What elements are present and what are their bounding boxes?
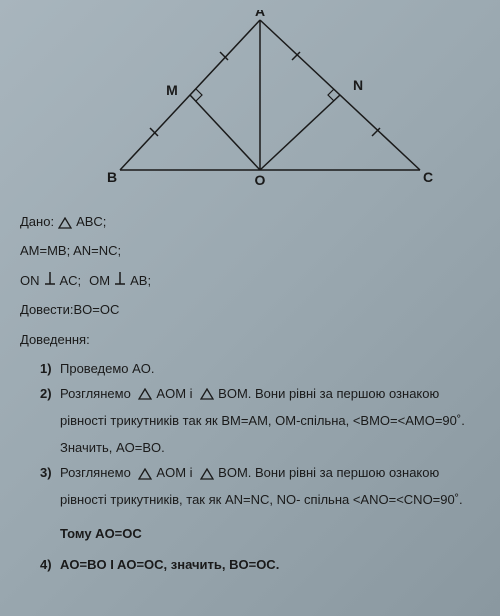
perp-right-1: AC; (60, 269, 82, 292)
prove-label: Довести:BO=OC (20, 298, 119, 321)
proof-label: Доведення: (20, 328, 90, 351)
step2-part-a: Розглянемо (60, 386, 134, 401)
given-row-3: ON AC; OM AB; (20, 269, 480, 292)
step-text: Розглянемо AOM і BOM. Вони рівні за перш… (60, 463, 480, 484)
prove-row: Довести:BO=OC (20, 298, 480, 321)
svg-text:M: M (166, 82, 178, 98)
step2-tri2: BOM. Вони рівні за першою ознакою (218, 386, 439, 401)
step-number: 1) (40, 359, 60, 380)
perpendicular-icon (114, 269, 126, 292)
step3-tri2: BOM. Вони рівні за першою ознакою (218, 465, 439, 480)
given-row-2: AM=MB; AN=NC; (20, 239, 480, 262)
step-number: 2) (40, 384, 60, 405)
step-text: AO=BO I AO=OC, значить, BO=OC. (60, 555, 480, 576)
step3-part-a: Розглянемо (60, 465, 134, 480)
svg-text:N: N (353, 77, 363, 93)
perpendicular-icon (44, 269, 56, 292)
proof-step-2: 2) Розглянемо AOM і BOM. Вони рівні за п… (40, 384, 480, 405)
given-row-1: Дано: ABC; (20, 210, 480, 233)
svg-text:B: B (107, 169, 117, 185)
step2-line3: Значить, AO=BO. (40, 436, 480, 459)
step-number: 3) (40, 463, 60, 484)
given-triangle-name: ABC; (76, 210, 106, 233)
svg-text:O: O (255, 172, 266, 188)
step-text: Проведемо AO. (60, 359, 480, 380)
perp-right-2: AB; (130, 269, 151, 292)
step2-tri1: AOM і (156, 386, 196, 401)
triangle-icon (138, 463, 152, 484)
step3-line2: рівності трикутників, так як AN=NC, NO- … (40, 488, 480, 511)
svg-text:A: A (255, 10, 265, 19)
perp-left-1: ON (20, 269, 40, 292)
proof-label-row: Доведення: (20, 328, 480, 351)
step2-line2: рівності трикутників так як BM=AM, OM-сп… (40, 409, 480, 432)
proof-step-3: 3) Розглянемо AOM і BOM. Вони рівні за п… (40, 463, 480, 484)
proof-step-1: 1) Проведемо AO. (40, 359, 480, 380)
given-midpoints: AM=MB; AN=NC; (20, 239, 121, 262)
geometry-diagram: A B C O M N (20, 10, 480, 190)
step-number: 4) (40, 555, 60, 576)
triangle-icon (200, 463, 214, 484)
perp-left-2: OM (89, 269, 110, 292)
proof-step-4: 4) AO=BO I AO=OC, значить, BO=OC. (40, 555, 480, 576)
given-label: Дано: (20, 210, 54, 233)
step-text: Розглянемо AOM і BOM. Вони рівні за перш… (60, 384, 480, 405)
proof-text-content: Дано: ABC; AM=MB; AN=NC; ON AC; OM AB; Д… (20, 210, 480, 576)
proof-steps: 1) Проведемо AO. 2) Розглянемо AOM і BOM… (20, 359, 480, 576)
step3-tri1: AOM і (156, 465, 196, 480)
triangle-icon (138, 384, 152, 405)
svg-text:C: C (423, 169, 433, 185)
triangle-icon (58, 210, 72, 233)
triangle-icon (200, 384, 214, 405)
step3-line3: Тому AO=OC (40, 522, 480, 545)
